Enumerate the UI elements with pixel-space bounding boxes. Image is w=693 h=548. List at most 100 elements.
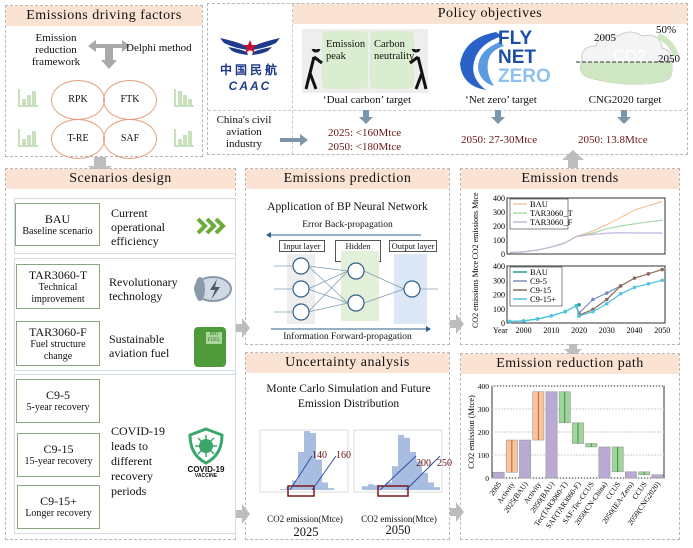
scenario-bau: BAU Baseline scenario [15,203,100,246]
dual-carbon-puzzle-image: Emission peak Carbon neutrality [302,29,428,93]
policy-panel: Policy objectives 中国民航 CAAC China's civi… [207,3,688,155]
arrow-right-icon [235,318,250,338]
data-point [577,302,581,307]
histogram-bar [304,431,310,490]
data-point [660,267,665,272]
legend-box [509,266,563,307]
scenario-group-covid [14,374,236,534]
range-box [377,485,409,497]
data-point [591,309,595,314]
y-axis-label: CO2 emission (Mtce) [466,395,476,469]
y-tick-label: 400 [478,382,490,391]
scenario-feature: Current operational efficiency [111,206,165,248]
x-tick-label: 2020 [571,326,587,335]
puzzle-emission-peak: Emission peak [326,39,366,62]
arrow-right-icon [450,314,464,334]
range-high: 160 [336,450,351,461]
data-point [549,314,554,318]
range-line [405,455,441,491]
covid-feature: COVID-19 leads to different recovery per… [111,424,165,498]
target-value: 2050: 27-30Mtce [461,134,538,146]
legend-label: TAR3060_F [530,217,573,227]
arrow-right-icon [235,504,250,524]
bar-chart-icon [18,129,38,147]
person-pushing-icon [304,49,323,90]
legend-label: BAU [530,267,548,277]
hidden-node [347,262,365,280]
bar-chart-icon [18,89,38,107]
y-tick-label: 100 [493,236,505,245]
data-point [521,319,526,323]
legend-label: TAR3060_T [530,208,574,218]
target-label: CNG2020 target [588,94,662,106]
bar-total [519,439,531,479]
y-tick-label: 100 [493,305,505,314]
target-value: 2050: <180Mtce [328,141,402,153]
range-low: 140 [312,450,327,461]
prediction-panel: Emissions prediction Application of BP N… [245,168,450,345]
panel-title: Emission trends [461,169,679,189]
bar-total [651,474,664,479]
year-label: 2050 [385,523,411,537]
data-point [577,314,581,318]
person-pushing-icon [409,49,428,90]
panel-title: Uncertainty analysis [246,353,449,373]
x-tick-label: 2000 [516,326,532,335]
scenario-group-bau [14,198,236,254]
fly-net-zero-logo: FLY NET ZERO [498,28,551,87]
engine-icon [194,276,232,302]
scenario-c9-15-plus: C9-15+ Longer recovery [17,485,100,529]
cloud-co2-label: CO2 [613,48,646,65]
y-tick-label: 300 [493,276,505,285]
year-label: 2025 [293,525,319,539]
arrow-right-icon [280,134,308,146]
x-tick-label: 2030 [599,326,615,335]
delphi-label: Delphi method [126,42,192,54]
histogram-bar [328,488,334,490]
data-point [535,317,540,321]
scenario-c9-15: C9-15 15-year recovery [17,433,100,477]
cloud-2050-label: 2050 [658,53,680,65]
histogram-bar [362,486,368,490]
histogram-bar [368,484,374,490]
series-line-C9-15 [575,268,663,316]
y-axis-label: CO2 emissions Mtce [471,192,480,260]
fly-net-zero-swirl-logo [460,32,504,90]
arrow-down-icon [617,110,631,124]
data-point [591,297,595,302]
input-node [292,280,310,298]
tee-arrow-icon [88,40,130,69]
histogram-bar [392,466,398,490]
y-axis-label: CO2 emissions Mtce [471,260,480,328]
monte-carlo-histograms [259,429,443,497]
framework-label: Emission reduction framework [31,32,81,68]
y-tick-label: 200 [493,222,505,231]
arrow-down-icon [88,157,112,176]
driving-factors-panel: Emissions driving factors Emission reduc… [5,5,203,159]
range-line [289,455,313,491]
input-layer-label: Input layer [279,240,325,252]
data-point [618,284,623,288]
y-tick-label: 0 [485,474,489,483]
histogram-bar [316,459,322,490]
input-node [292,303,310,321]
output-layer-label: Output layer [389,240,437,252]
arrow-right-icon [450,502,464,522]
target-arrows [359,110,631,124]
covid-shield-icon [188,427,224,465]
series-line-TAR3060_F [509,232,663,254]
data-point [604,291,609,295]
target-label: ‘Dual carbon’ target [322,94,412,106]
scenarios-panel: Scenarios design BAU Baseline scenario Cu… [5,168,236,540]
y-tick-label: 300 [493,208,505,217]
data-point [660,278,665,283]
legend-box [509,198,569,230]
prediction-subtitle: Application of BP Neural Network [267,201,428,213]
arrow-down-icon [359,110,373,124]
x-axis-label: Year [493,326,508,335]
scenario-tar3060-t: TAR3060-T Technical improvement [16,264,100,309]
target-value: 2050: 13.8Mtce [578,134,648,146]
bar-chart-icon [174,129,194,147]
